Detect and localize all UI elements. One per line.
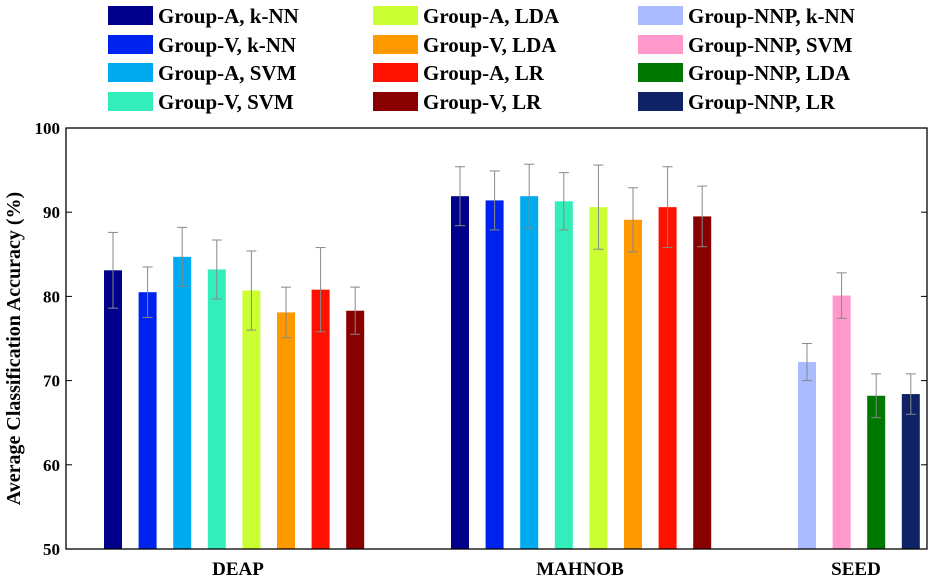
bar: [207, 269, 226, 549]
legend-label: Group-A, LDA: [423, 4, 560, 28]
plot-frame: [65, 127, 928, 550]
y-tick-label: 100: [35, 119, 61, 138]
y-tick-label: 80: [43, 287, 60, 306]
bar: [311, 289, 330, 549]
bar: [242, 290, 261, 549]
legend-swatch: [108, 92, 153, 111]
bar: [798, 362, 816, 549]
legend-swatch: [108, 6, 153, 25]
bar: [138, 292, 157, 549]
legend-swatch: [373, 35, 418, 54]
legend-swatch: [108, 63, 153, 82]
bar: [277, 312, 295, 549]
bar: [624, 219, 642, 549]
bar: [485, 200, 504, 550]
bar: [104, 270, 122, 549]
bar: [693, 216, 712, 549]
bar: [658, 207, 677, 549]
legend-swatch: [638, 63, 683, 82]
bar: [589, 207, 608, 549]
bar: [867, 395, 886, 549]
x-axis-categories: DEAP MAHNOB SEED: [212, 559, 881, 580]
bar: [901, 394, 920, 549]
legend-label: Group-A, LR: [423, 61, 545, 85]
bar: [554, 201, 573, 549]
legend-label: Group-NNP, LR: [688, 90, 836, 114]
bar: [520, 196, 539, 549]
legend-label: Group-V, SVM: [158, 90, 294, 114]
bar: [451, 196, 469, 549]
legend-label: Group-NNP, SVM: [688, 33, 853, 57]
legend-label: Group-A, k-NN: [158, 4, 299, 28]
legend-label: Group-A, SVM: [158, 61, 297, 85]
bar: [832, 295, 851, 549]
legend-label: Group-V, k-NN: [158, 33, 296, 57]
legend-swatch: [373, 92, 418, 111]
y-tick-label: 50: [43, 540, 60, 559]
legend-swatch: [373, 6, 418, 25]
legend-swatch: [638, 92, 683, 111]
legend-swatch: [638, 6, 683, 25]
y-tick-label: 70: [43, 372, 60, 391]
legend-swatch: [108, 35, 153, 54]
y-axis-label: Average Classification Accuracy (%): [3, 192, 25, 505]
y-tick-label: 60: [43, 456, 60, 475]
y-axis-ticks: 50 60 70 80 90 100: [35, 119, 927, 559]
plot-area: 50 60 70 80 90 100 DEAP MAHNOB SEED: [35, 119, 928, 580]
legend-swatch: [373, 63, 418, 82]
bar: [346, 310, 365, 549]
legend-label: Group-V, LDA: [423, 33, 557, 57]
legend: Group-A, k-NN Group-V, k-NN Group-A, SVM Gr…: [108, 4, 855, 114]
x-category-label: DEAP: [212, 559, 264, 580]
bar: [173, 256, 192, 549]
x-category-label: MAHNOB: [536, 559, 624, 580]
x-category-label: SEED: [831, 559, 881, 580]
bars: [104, 163, 920, 550]
legend-swatch: [638, 35, 683, 54]
legend-label: Group-NNP, k-NN: [688, 4, 855, 28]
legend-label: Group-NNP, LDA: [688, 61, 851, 85]
legend-label: Group-V, LR: [423, 90, 542, 114]
y-tick-label: 90: [43, 203, 60, 222]
